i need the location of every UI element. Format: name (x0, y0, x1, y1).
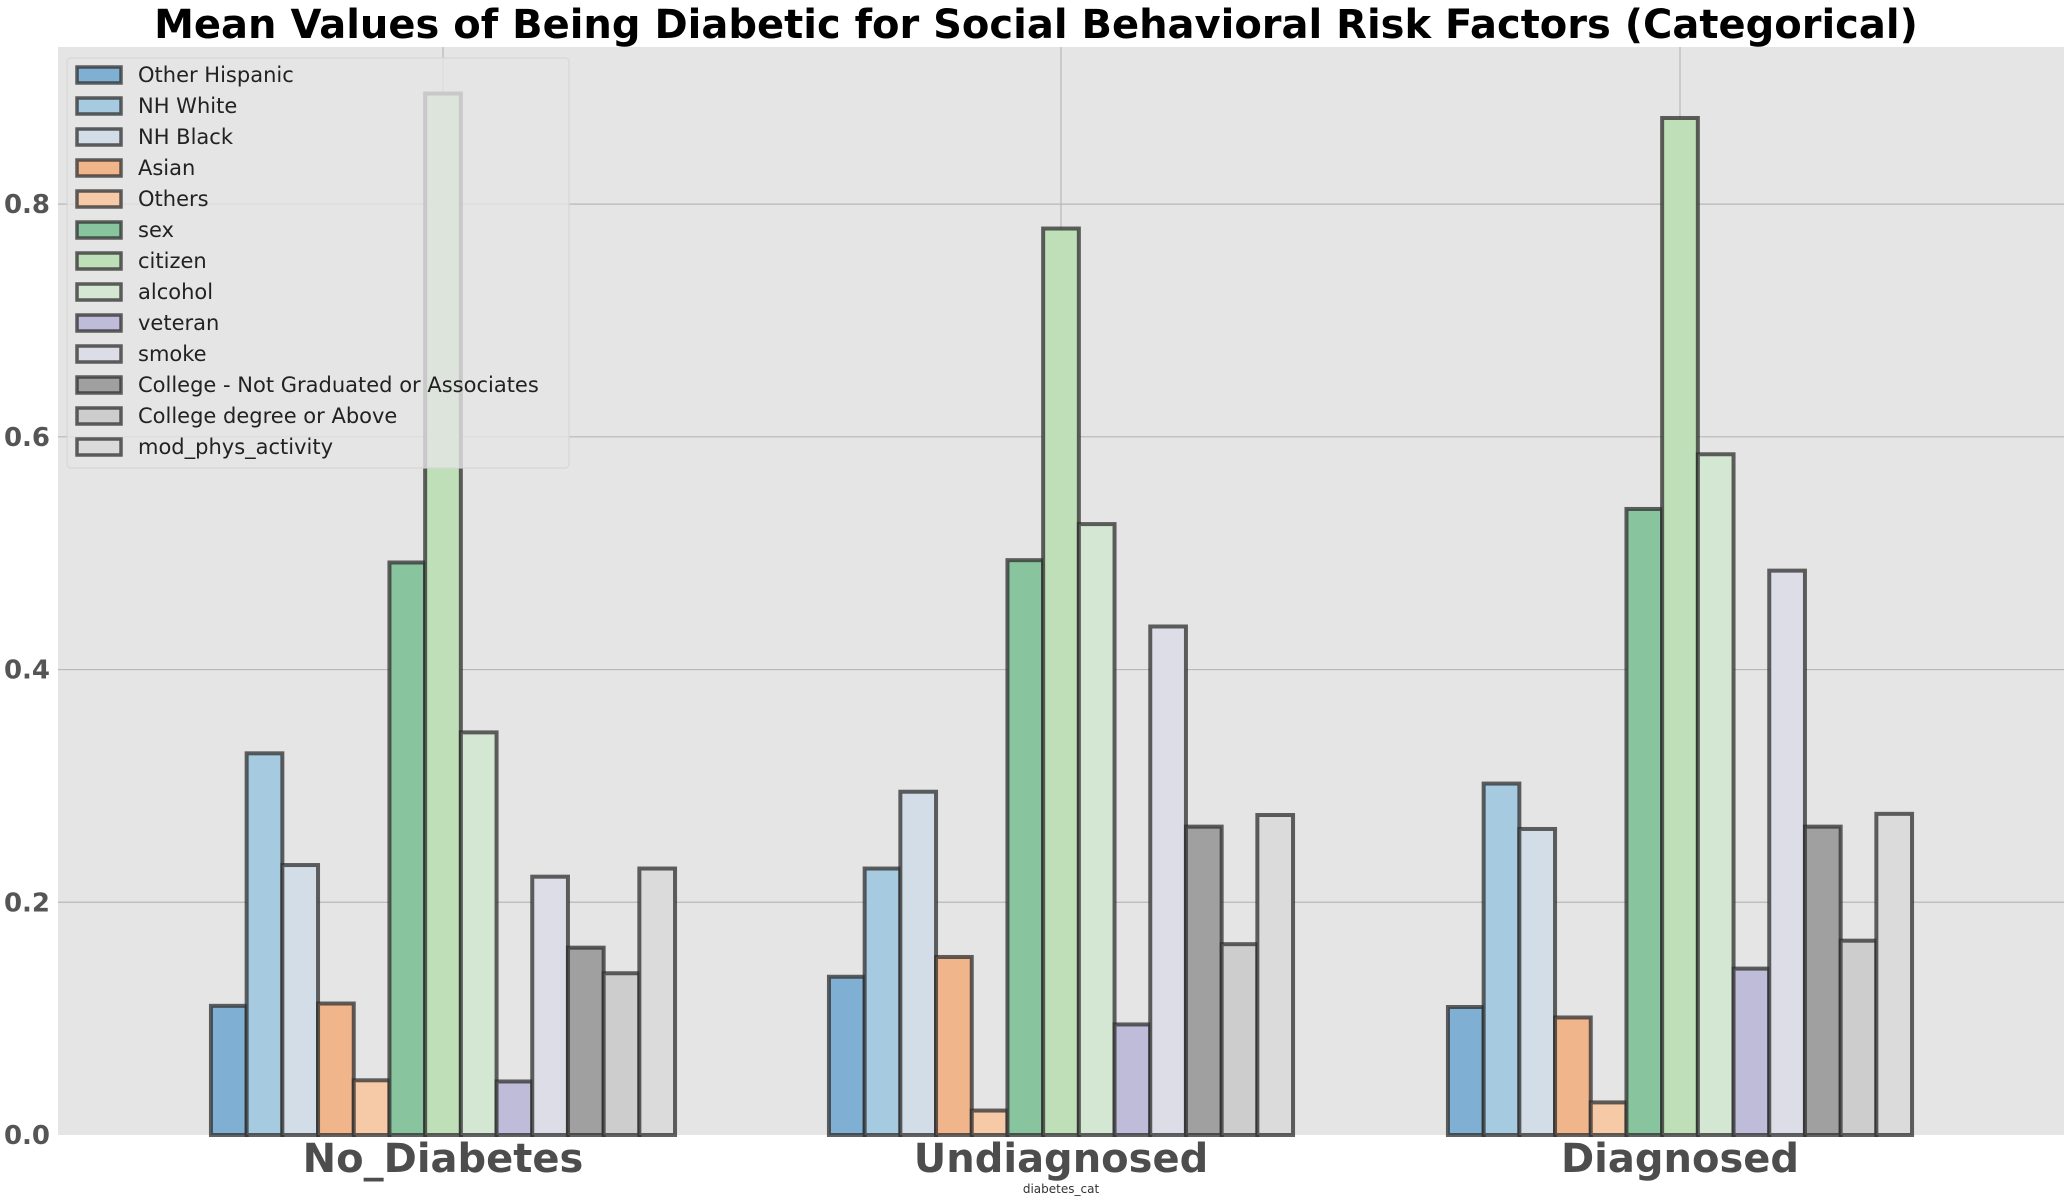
legend-swatch (75, 127, 123, 147)
bar (1624, 506, 1665, 1137)
legend-label: College - Not Graduated or Associates (138, 373, 539, 397)
x-tick-label: Diagnosed (1561, 1136, 1799, 1182)
bar (280, 863, 321, 1137)
bar (1588, 1100, 1629, 1138)
bar (1767, 568, 1807, 1137)
bar (351, 1078, 392, 1137)
legend-label: smoke (138, 342, 207, 366)
y-tick-label: 0.6 (4, 423, 50, 453)
bar (494, 1079, 535, 1138)
bar (1874, 811, 1915, 1137)
bar (1255, 813, 1296, 1137)
legend-frame (66, 57, 570, 469)
bar (458, 730, 499, 1138)
legend-swatch (75, 251, 123, 271)
legend-swatch (75, 282, 123, 302)
x-tick-label: No_Diabetes (303, 1136, 584, 1182)
bar (862, 866, 903, 1137)
bar (565, 945, 606, 1137)
x-axis-label: diabetes_cat (1023, 1182, 1100, 1196)
y-tick-label: 0.2 (4, 888, 50, 918)
bar (1660, 115, 1700, 1138)
bar (1695, 452, 1736, 1138)
legend-label: sex (138, 218, 174, 242)
legend-swatch (75, 158, 123, 178)
legend: Other Hispanic NH White NH Black Asian Other… (66, 57, 570, 469)
legend-label: NH Black (138, 125, 234, 149)
bar (1553, 1015, 1593, 1137)
legend-label: Asian (138, 156, 195, 180)
bar (1517, 826, 1558, 1137)
y-tick-label: 0.0 (4, 1121, 50, 1151)
legend-swatch (75, 437, 123, 457)
bar (387, 560, 428, 1137)
bar (1838, 938, 1879, 1137)
legend-swatch (75, 344, 123, 364)
bar (1112, 1022, 1153, 1138)
chart-title: Mean Values of Being Diabetic for Social… (154, 2, 1918, 48)
legend-swatch (75, 313, 123, 333)
bar (316, 1001, 356, 1137)
bar (244, 751, 285, 1137)
bar (601, 971, 642, 1137)
bar (637, 866, 678, 1137)
y-tick-label: 0.8 (4, 190, 50, 220)
legend-label: veteran (138, 311, 219, 335)
bar (1041, 226, 1081, 1137)
bar (1148, 624, 1188, 1137)
bars (208, 91, 1915, 1138)
bar (1802, 824, 1843, 1137)
x-axis-ticks: No_Diabetes Undiagnosed Diagnosed (303, 1136, 1799, 1182)
bar (1005, 558, 1046, 1137)
legend-swatch (75, 375, 123, 395)
bar (1445, 1005, 1486, 1137)
legend-swatch (75, 96, 123, 116)
y-axis-ticks: 0.0 0.2 0.4 0.6 0.8 (4, 190, 50, 1151)
legend-swatch (75, 220, 123, 240)
bar (1731, 966, 1772, 1137)
x-tick-label: Undiagnosed (914, 1136, 1208, 1182)
legend-swatch (75, 406, 123, 426)
legend-label: Other Hispanic (138, 63, 294, 87)
legend-swatch (75, 65, 123, 85)
y-tick-label: 0.4 (4, 656, 50, 686)
legend-label: citizen (138, 249, 207, 273)
legend-swatch (75, 189, 123, 209)
bar (1219, 942, 1260, 1137)
bar (1076, 522, 1117, 1137)
bar (1183, 824, 1224, 1137)
bar (898, 789, 939, 1138)
legend-label: College degree or Above (138, 404, 397, 428)
bar (1481, 781, 1522, 1138)
legend-label: NH White (138, 94, 237, 118)
legend-label: Others (138, 187, 209, 211)
bar (934, 954, 974, 1137)
bar (826, 974, 867, 1138)
bar (530, 874, 570, 1137)
legend-label: mod_phys_activity (138, 435, 333, 460)
legend-label: alcohol (138, 280, 213, 304)
bar (208, 1003, 249, 1137)
bar (969, 1108, 1010, 1137)
